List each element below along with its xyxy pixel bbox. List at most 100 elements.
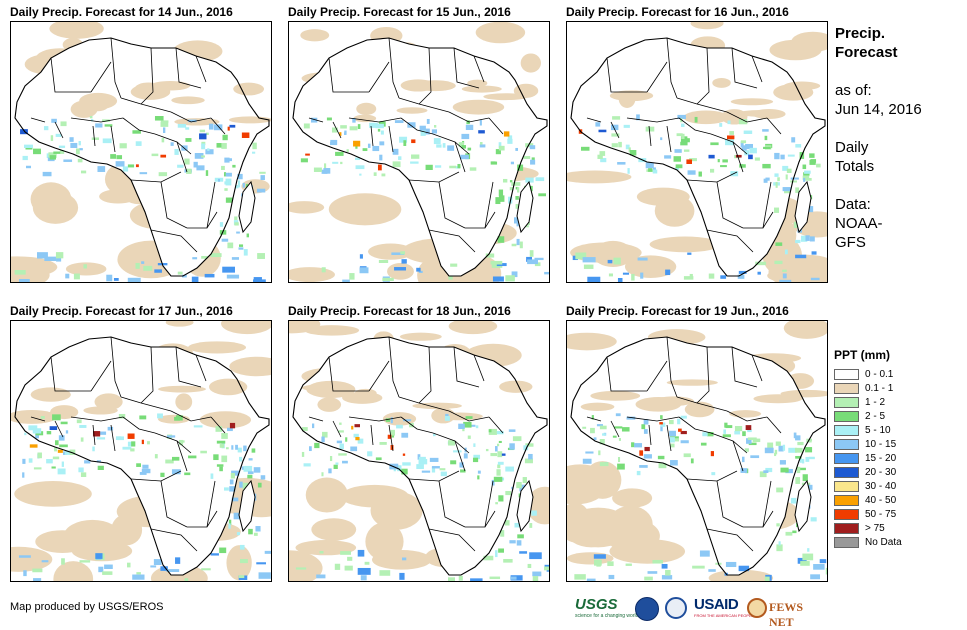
rain-cell [675,164,683,169]
rain-cell [775,181,778,188]
rain-cell [447,145,455,151]
country-border [150,528,198,552]
rain-cell [193,161,198,168]
rain-cell [813,564,825,570]
rain-cell [720,165,727,168]
rain-cell [509,540,516,544]
rain-cell [665,569,671,576]
legend-label: 5 - 10 [865,424,891,436]
rain-cell [434,124,437,128]
rain-cell [184,158,190,165]
rain-cell [643,419,649,425]
rain-cell [740,141,744,148]
rain-cell [65,273,70,279]
light-rain-patch [11,546,53,572]
rain-cell [35,433,39,439]
precip-map [10,320,272,582]
rain-cell [463,421,472,428]
rain-cell [186,168,192,174]
rain-cell [258,572,271,579]
rain-cell [37,452,42,459]
country-border [160,480,188,528]
country-border [368,360,390,392]
rain-cell [423,128,430,135]
heavy-rain-cell [305,153,310,156]
rain-cell [353,433,359,438]
rain-cell [780,467,789,473]
rain-cell [76,419,82,424]
country-border [454,141,466,173]
rain-cell [339,443,344,450]
rain-cell [641,424,646,430]
rain-cell [505,466,514,472]
rain-cell [255,526,261,532]
rain-cell [797,441,804,446]
heavy-rain-cell [160,154,167,158]
rain-cell [185,138,192,142]
rain-cell [216,440,226,444]
rain-cell [399,136,408,143]
rain-cell [810,159,817,163]
rain-cell [253,532,258,536]
rain-cell [765,177,770,181]
rain-cell [680,141,688,146]
rain-cell [24,432,27,436]
rain-cell [102,138,112,144]
rain-cell [253,279,266,282]
rain-cell [231,257,240,260]
rain-cell [57,468,66,475]
legend-label: 40 - 50 [865,494,897,506]
rain-cell [323,168,331,174]
rain-cell [177,164,184,168]
rain-cell [599,151,606,156]
rain-cell [763,146,771,150]
rain-cell [321,472,324,477]
rain-cell [774,260,783,265]
rain-cell [450,263,458,267]
country-border [473,354,485,382]
rain-cell [496,469,501,476]
rain-cell [239,481,243,488]
legend-swatch [834,494,859,506]
heavy-rain-cell [659,422,663,425]
rain-cell [729,131,735,135]
rain-cell [470,578,483,581]
light-rain-patch [14,480,92,507]
rain-cell [529,145,536,150]
rain-cell [51,466,56,469]
rain-cell [467,147,472,151]
rain-cell [216,143,222,148]
legend-item: 0.1 - 1 [834,381,954,395]
rain-cell [193,425,203,428]
rain-cell [461,133,470,140]
rain-cell [340,125,347,129]
rain-cell [65,430,69,434]
rain-cell [166,435,176,438]
rain-cell [497,451,503,458]
rain-cell [660,422,666,427]
rain-cell [84,460,91,464]
country-border [50,356,91,392]
rain-cell [750,455,760,459]
rain-cell [531,510,537,516]
rain-cell [689,158,697,162]
rain-cell [53,151,61,154]
rain-cell [236,231,240,234]
country-border [453,47,480,89]
rain-cell [740,140,747,144]
heavy-rain-cell [20,129,28,135]
rain-cell [511,182,521,186]
rain-cell [582,458,592,464]
country-border [30,117,46,123]
rain-cell [519,484,525,492]
rain-cell [593,554,606,559]
rain-cell [122,166,129,172]
data-source-line1: Data: [835,196,871,213]
light-rain-patch [353,114,377,123]
rain-cell [613,257,621,265]
heavy-rain-cell [199,133,207,140]
country-border [751,354,763,382]
dhs-seal-icon [665,597,687,619]
rain-cell [253,467,261,473]
light-rain-patch [289,267,335,282]
